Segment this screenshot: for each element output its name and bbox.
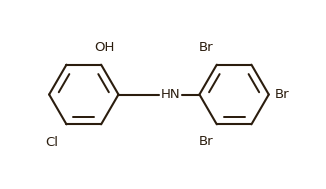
- Text: HN: HN: [161, 88, 180, 101]
- Text: Cl: Cl: [45, 136, 58, 149]
- Text: Br: Br: [199, 41, 214, 54]
- Text: OH: OH: [94, 41, 114, 54]
- Text: Br: Br: [275, 88, 290, 101]
- Text: Br: Br: [199, 135, 214, 148]
